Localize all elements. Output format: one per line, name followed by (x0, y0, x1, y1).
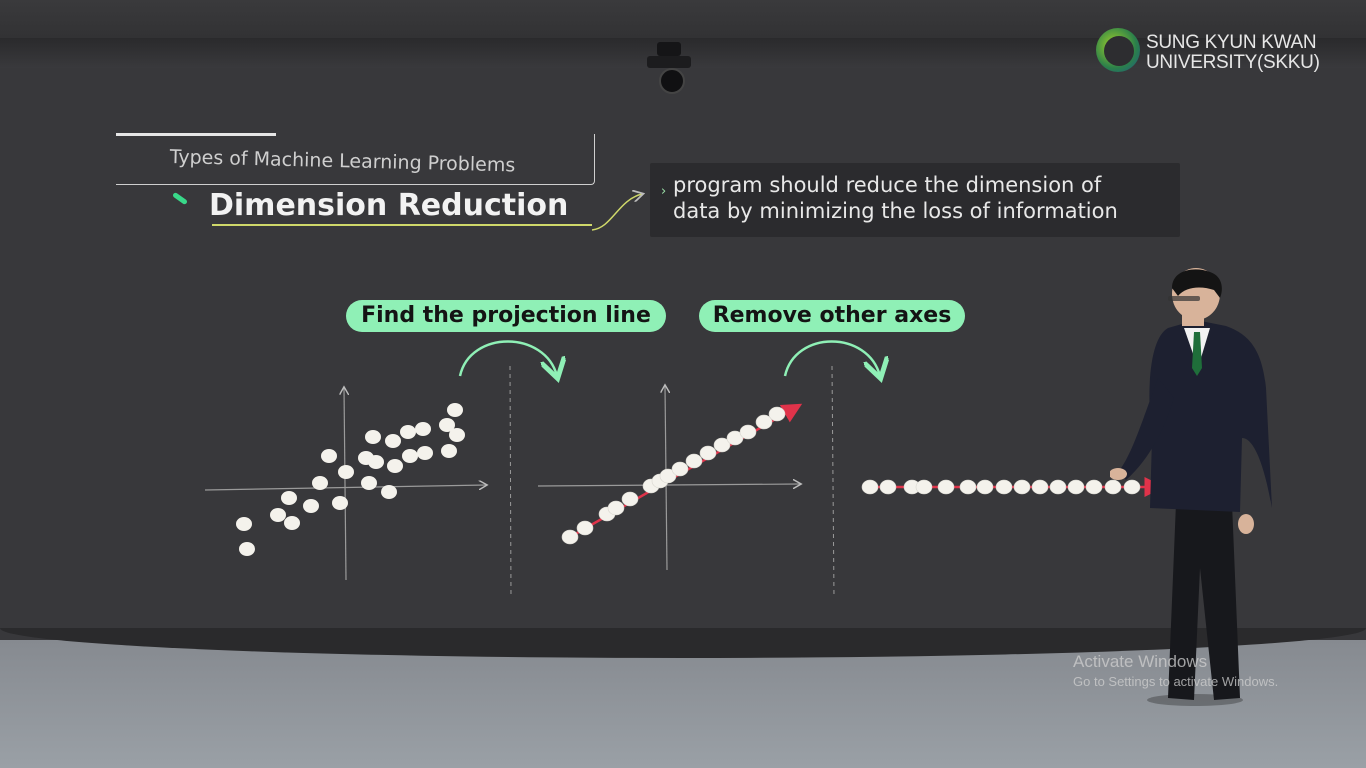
description-box (650, 163, 1180, 237)
studio-floor (0, 640, 1366, 768)
chevron-right-icon: › (661, 184, 667, 199)
description-line-2: data by minimizing the loss of informati… (673, 199, 1118, 223)
transition-arrow-2 (783, 340, 880, 377)
title-accent-line (116, 133, 276, 136)
skku-logo: SUNG KYUN KWAN UNIVERSITY(SKKU) (1096, 26, 1336, 82)
windows-activation-watermark: Activate Windows Go to Settings to activ… (1073, 652, 1278, 689)
step-find-projection-label: Find the projection line (346, 300, 666, 332)
watermark-line-2: Go to Settings to activate Windows. (1073, 674, 1279, 689)
description-line-1: program should reduce the dimension of (673, 173, 1102, 197)
description-text: program should reduce the dimension of d… (673, 172, 1118, 224)
transition-arrow-1 (458, 340, 557, 377)
title-underline (212, 224, 592, 226)
studio-screen-wall (0, 40, 1366, 660)
step-remove-axes-label: Remove other axes (699, 300, 965, 332)
slide-title: Dimension Reduction (209, 188, 569, 223)
presenter-figure (1110, 268, 1272, 706)
ceiling-camera-icon (643, 42, 695, 98)
separator-2 (831, 365, 835, 599)
panel-3-reduced-points (861, 479, 1141, 495)
skku-seal-icon (1096, 28, 1140, 72)
panel-1-scatter (236, 403, 465, 556)
panel-1-axes (204, 388, 486, 581)
title-connector-arrow (591, 194, 642, 231)
logo-line-1: SUNG KYUN KWAN (1146, 32, 1317, 53)
separator-1 (509, 365, 512, 599)
logo-line-2: UNIVERSITY(SKKU) (1146, 52, 1320, 73)
panel-2-projected-points (561, 406, 786, 545)
subtitle-frame (116, 134, 595, 185)
watermark-line-1: Activate Windows (1073, 652, 1208, 671)
